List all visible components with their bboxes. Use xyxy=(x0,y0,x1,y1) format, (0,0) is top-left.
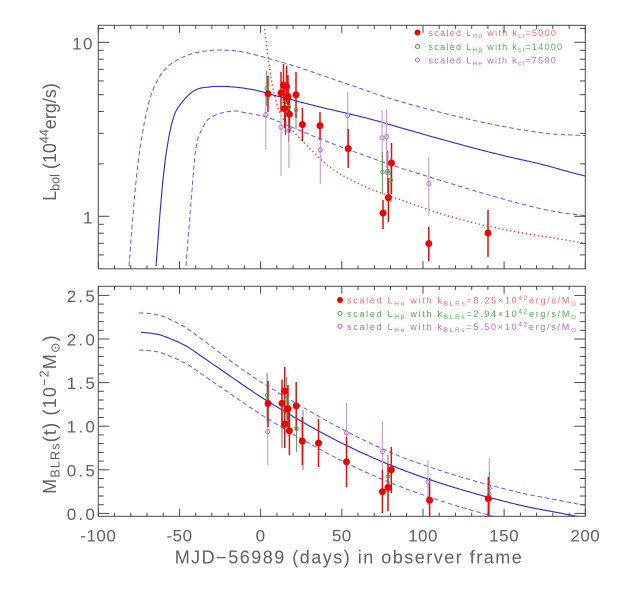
svg-text:0.5: 0.5 xyxy=(67,461,97,480)
svg-text:0: 0 xyxy=(256,527,266,546)
svg-text:-100: -100 xyxy=(80,527,116,546)
svg-text:scaled LHβ​ with kBLRs​=2.94×1: scaled LHβ​ with kBLRs​=2.94×1042​erg/s/… xyxy=(347,308,578,321)
svg-text:MJD−56989 (days) in observer f: MJD−56989 (days) in observer frame xyxy=(175,548,524,568)
svg-text:1: 1 xyxy=(83,208,94,227)
svg-text:scaled LHα​ with kBLRs​=8.25×1: scaled LHα​ with kBLRs​=8.25×1042​erg/s/… xyxy=(347,295,578,308)
svg-text:2.0: 2.0 xyxy=(67,331,97,350)
svg-text:scaled LHe​ with kBLRs​=5.50×1: scaled LHe​ with kBLRs​=5.50×1042​erg/s/… xyxy=(347,321,578,334)
svg-text:200: 200 xyxy=(570,527,600,546)
svg-text:10: 10 xyxy=(72,34,94,53)
svg-text:0.0: 0.0 xyxy=(67,505,97,524)
svg-text:scaled LHβ​ with kcl​=14000: scaled LHβ​ with kcl​=14000 xyxy=(429,42,564,54)
svg-text:2.5: 2.5 xyxy=(67,287,97,306)
svg-text:1.0: 1.0 xyxy=(67,418,97,437)
svg-text:50: 50 xyxy=(332,527,352,546)
svg-text:1.5: 1.5 xyxy=(67,374,97,393)
svg-text:100: 100 xyxy=(408,527,438,546)
svg-text:150: 150 xyxy=(489,527,519,546)
svg-text:scaled LHe​ with kcl​=7500: scaled LHe​ with kcl​=7500 xyxy=(429,56,558,68)
svg-text:-50: -50 xyxy=(166,527,192,546)
svg-text:scaled LHα​ with kcl​=5000: scaled LHα​ with kcl​=5000 xyxy=(429,28,558,40)
